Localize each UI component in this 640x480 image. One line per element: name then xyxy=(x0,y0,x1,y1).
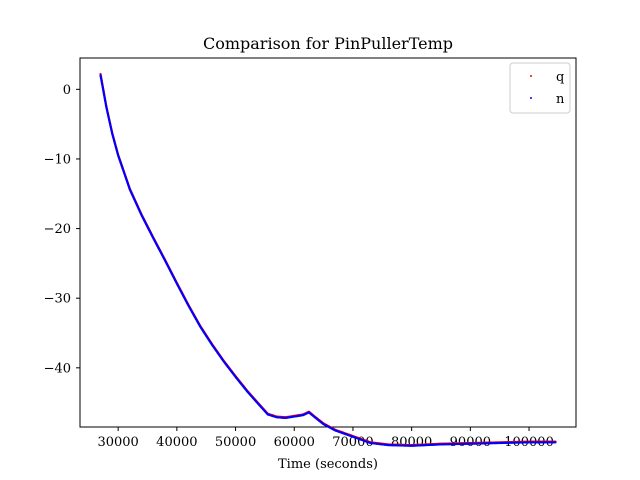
legend-label-q: q xyxy=(556,70,564,85)
x-axis-label: Time (seconds) xyxy=(278,457,378,472)
legend-marker-n xyxy=(530,97,532,99)
x-tick-label: 50000 xyxy=(215,435,256,450)
y-tick-label: −10 xyxy=(44,152,71,167)
plot-area xyxy=(79,57,577,428)
legend: q n xyxy=(509,62,571,114)
x-tick-label: 40000 xyxy=(156,435,197,450)
x-tick-label: 30000 xyxy=(97,435,138,450)
x-tick-label: 60000 xyxy=(274,435,315,450)
y-axis-ticks: 0 −10 −20 −30 −40 xyxy=(44,83,80,376)
legend-marker-q xyxy=(530,75,532,77)
legend-box xyxy=(509,62,571,114)
series-n-point xyxy=(554,441,557,444)
series-n xyxy=(99,74,557,447)
y-tick-label: 0 xyxy=(63,83,71,98)
legend-label-n: n xyxy=(556,92,565,107)
series-layer xyxy=(99,72,557,447)
chart-title: Comparison for PinPullerTemp xyxy=(203,34,453,53)
y-tick-label: −20 xyxy=(44,222,71,237)
x-tick-label: 80000 xyxy=(391,435,432,450)
y-tick-label: −30 xyxy=(44,292,71,307)
y-tick-label: −40 xyxy=(44,361,71,376)
